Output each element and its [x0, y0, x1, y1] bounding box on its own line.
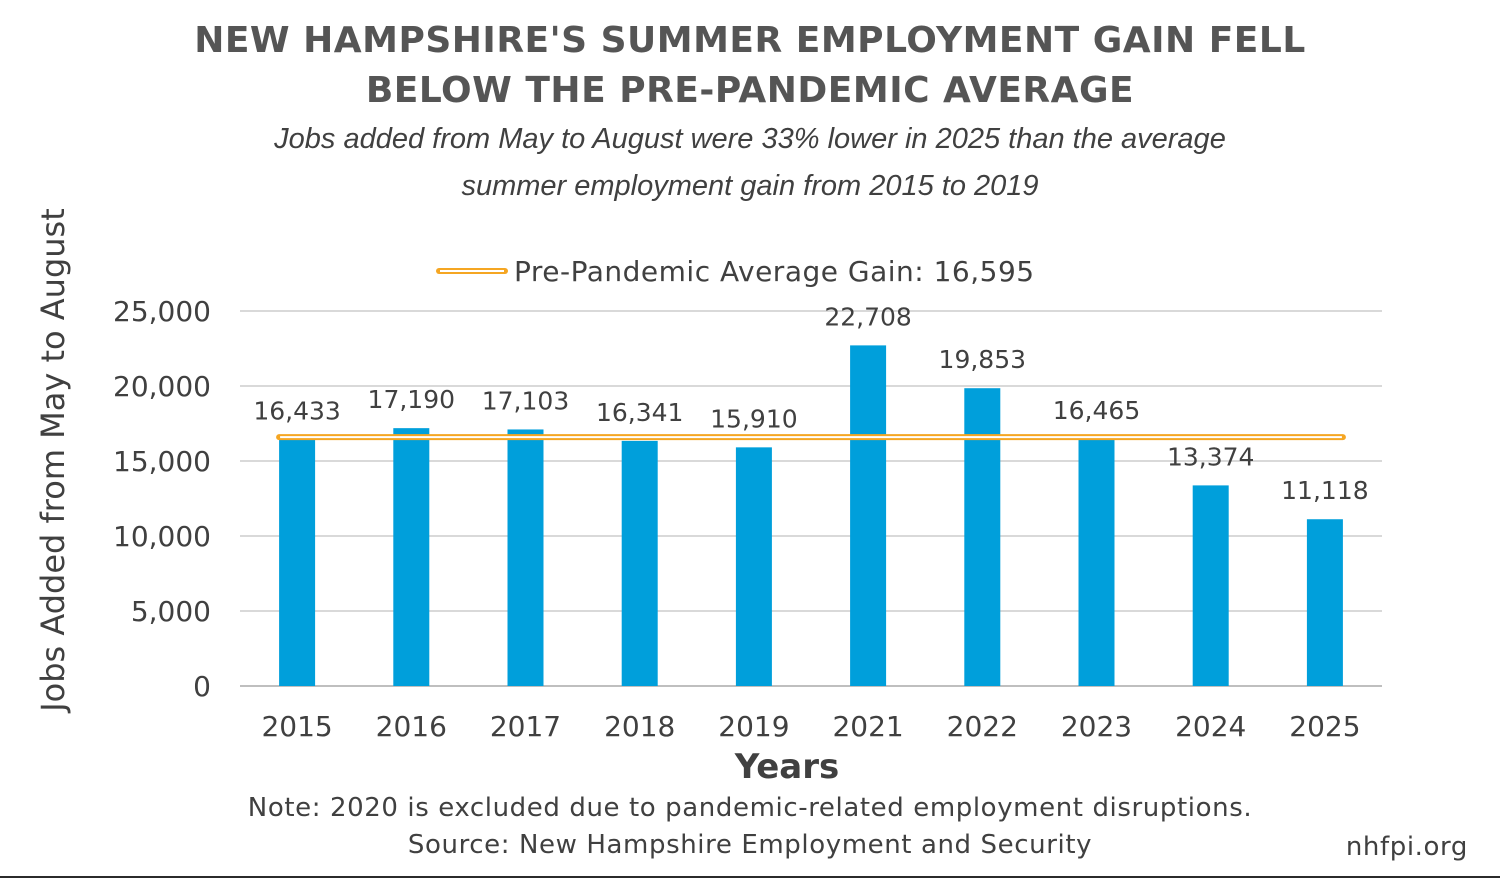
- y-axis-ticks: 0 5,000 10,000 15,000 20,000 25,000: [113, 295, 211, 703]
- footer-notes: Note: 2020 is excluded due to pandemic-r…: [0, 790, 1500, 864]
- data-labels: 16,433 17,190 17,103 16,341 15,910 22,708 19,8…: [253, 302, 1368, 505]
- x-tick-label: 2022: [947, 710, 1018, 743]
- data-label: 16,433: [253, 397, 340, 426]
- x-tick-label: 2019: [718, 710, 789, 743]
- data-label: 15,910: [710, 404, 797, 433]
- y-axis-label: Jobs Added from May to August: [34, 208, 72, 714]
- x-axis-ticks: 2015 2016 2017 2018 2019 2021 2022 2023 2024 2025: [261, 710, 1360, 743]
- data-label: 19,853: [939, 345, 1026, 374]
- x-axis-label: Years: [734, 747, 840, 787]
- chart-title-line-1: NEW HAMPSHIRE'S SUMMER EMPLOYMENT GAIN F…: [194, 20, 1306, 61]
- bar: [1306, 519, 1343, 686]
- data-label: 16,341: [596, 398, 683, 427]
- bar: [735, 447, 772, 686]
- y-tick-label: 25,000: [113, 295, 211, 328]
- bar: [279, 439, 316, 686]
- bar: [1078, 439, 1115, 686]
- x-tick-label: 2016: [376, 710, 447, 743]
- bar: [621, 440, 658, 686]
- y-tick-label: 0: [193, 670, 211, 703]
- bar-chart: 16,433 17,190 17,103 16,341 15,910 22,708 19,8…: [34, 208, 1382, 787]
- y-tick-label: 15,000: [113, 445, 211, 478]
- y-tick-label: 5,000: [131, 595, 211, 628]
- bar: [964, 388, 1001, 686]
- x-tick-label: 2023: [1061, 710, 1132, 743]
- bottom-border: [0, 876, 1500, 878]
- data-label: 17,190: [368, 385, 455, 414]
- footer-note: Note: 2020 is excluded due to pandemic-r…: [247, 793, 1253, 823]
- legend: Pre-Pandemic Average Gain: 16,595: [436, 255, 1035, 288]
- data-label: 13,374: [1167, 442, 1254, 471]
- bar: [850, 345, 887, 686]
- data-label: 16,465: [1053, 396, 1140, 425]
- data-label: 11,118: [1281, 476, 1368, 505]
- data-label: 22,708: [824, 302, 911, 331]
- chart-title-line-2: BELOW THE PRE-PANDEMIC AVERAGE: [365, 70, 1135, 111]
- legend-label: Pre-Pandemic Average Gain: 16,595: [514, 255, 1035, 288]
- bar: [1192, 485, 1229, 686]
- x-tick-label: 2017: [490, 710, 561, 743]
- x-tick-label: 2021: [832, 710, 903, 743]
- data-label: 17,103: [482, 386, 569, 415]
- bar: [507, 429, 544, 686]
- gridlines: [240, 310, 1382, 687]
- y-tick-label: 20,000: [113, 370, 211, 403]
- chart-subtitle-line-1: Jobs added from May to August were 33% l…: [274, 123, 1226, 155]
- x-tick-label: 2025: [1289, 710, 1360, 743]
- y-tick-label: 10,000: [113, 520, 211, 553]
- x-tick-label: 2018: [604, 710, 675, 743]
- chart-subtitle-line-2: summer employment gain from 2015 to 2019: [461, 170, 1039, 202]
- site-url: nhfpi.org: [1345, 832, 1468, 862]
- bars: [279, 345, 1343, 686]
- x-tick-label: 2024: [1175, 710, 1246, 743]
- x-tick-label: 2015: [261, 710, 332, 743]
- chart-subtitle: Jobs added from May to August were 33% l…: [0, 116, 1500, 210]
- chart-title: NEW HAMPSHIRE'S SUMMER EMPLOYMENT GAIN F…: [0, 16, 1500, 116]
- footer-source: Source: New Hampshire Employment and Sec…: [407, 830, 1093, 860]
- bar: [393, 428, 430, 686]
